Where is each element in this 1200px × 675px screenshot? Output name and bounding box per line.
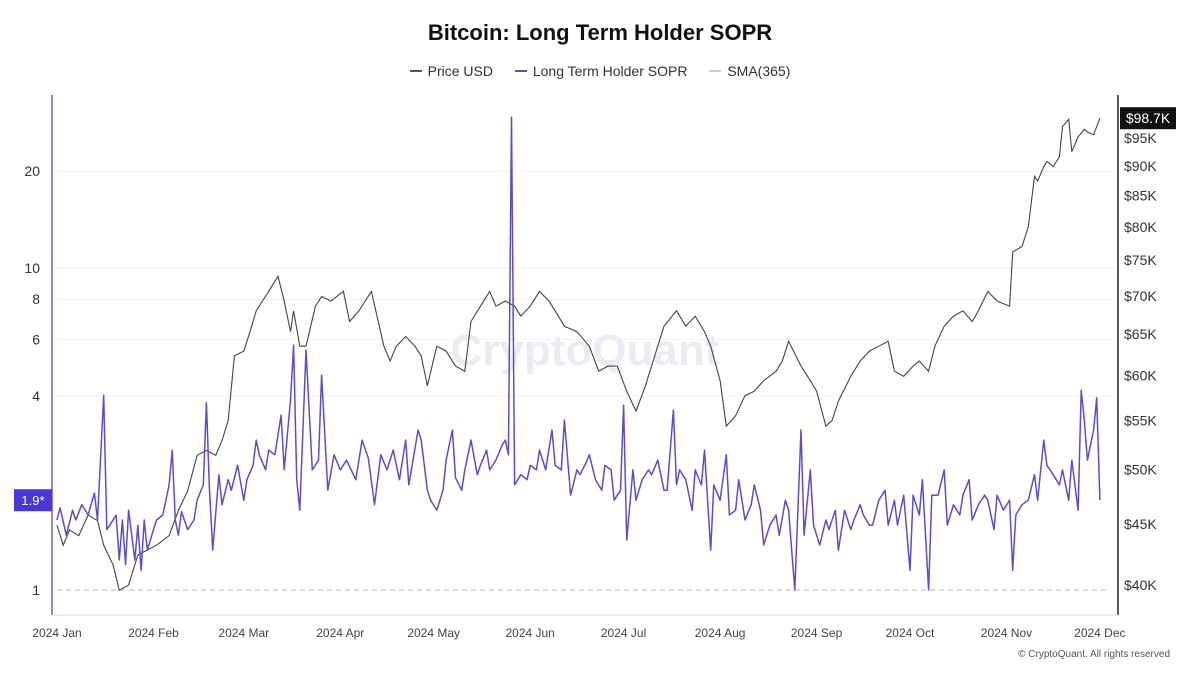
series-group: [56, 116, 1110, 592]
legend-label-price: Price USD: [427, 63, 493, 79]
right-tick-label: $65K: [1124, 326, 1157, 342]
chart-title: Bitcoin: Long Term Holder SOPR: [427, 20, 773, 45]
left-tick-label: 10: [24, 260, 40, 276]
copyright-footer: © CryptoQuant. All rights reserved: [1018, 649, 1170, 660]
legend-item-price[interactable]: Price USD: [409, 63, 493, 79]
left-tick-label: 1: [32, 582, 40, 598]
legend-swatch-price: [409, 70, 422, 72]
sopr-current-badge: 1.9*: [14, 489, 52, 512]
right-tick-label: $45K: [1124, 516, 1157, 532]
left-axis-ticks: 1 4 6 8 10 20: [24, 163, 40, 598]
gridlines: [56, 170, 1116, 397]
x-tick-label: 2024 Oct: [886, 626, 935, 640]
price-badge-bg: [1120, 107, 1176, 130]
legend-label-sma: SMA(365): [727, 63, 791, 79]
x-tick-label: 2024 Dec: [1074, 626, 1125, 640]
right-tick-label: $60K: [1124, 367, 1157, 383]
right-tick-label: $70K: [1124, 288, 1157, 304]
left-tick-label: 4: [32, 388, 40, 404]
sopr-badge-bg: [14, 489, 52, 512]
x-tick-label: 2024 Nov: [981, 626, 1032, 640]
sopr-badge-label: 1.9*: [21, 493, 44, 508]
x-tick-label: 2024 Sep: [791, 626, 843, 640]
x-tick-label: 2024 Feb: [128, 626, 179, 640]
left-tick-label: 8: [32, 291, 40, 307]
right-tick-label: $75K: [1124, 252, 1157, 268]
legend-swatch-sma: [709, 70, 722, 72]
watermark: CryptoQuant: [451, 326, 720, 375]
left-tick-label: 6: [32, 331, 40, 347]
right-tick-label: $95K: [1124, 130, 1157, 146]
left-tick-label: 20: [24, 163, 40, 179]
x-tick-label: 2024 Apr: [316, 626, 364, 640]
x-tick-label: 2024 Jul: [601, 626, 646, 640]
x-tick-label: 2024 Mar: [218, 626, 269, 640]
x-axis-ticks: 2024 Jan 2024 Feb 2024 Mar 2024 Apr 2024 May…: [32, 626, 1125, 640]
lth-sopr-line: [56, 116, 1101, 591]
right-axis-ticks: $40K $45K $50K $55K $60K $65K $70K $75K $80K $85K…: [1124, 130, 1157, 593]
x-tick-label: 2024 May: [407, 626, 460, 640]
legend-item-sma[interactable]: SMA(365): [709, 63, 790, 79]
x-tick-label: 2024 Aug: [695, 626, 746, 640]
legend-swatch-sopr: [514, 70, 527, 72]
price-current-badge: $98.7K: [1120, 107, 1176, 130]
legend-label-sopr: Long Term Holder SOPR: [532, 63, 688, 79]
price-usd-line: [56, 117, 1101, 592]
right-tick-label: $55K: [1124, 412, 1157, 428]
legend-item-sopr[interactable]: Long Term Holder SOPR: [514, 63, 688, 79]
price-badge-label: $98.7K: [1126, 110, 1171, 126]
right-tick-label: $40K: [1124, 577, 1157, 593]
right-tick-label: $80K: [1124, 219, 1157, 235]
right-tick-label: $50K: [1124, 462, 1157, 478]
x-tick-label: 2024 Jan: [32, 626, 81, 640]
legend: Price USD Long Term Holder SOPR SMA(365): [0, 59, 1200, 79]
right-tick-label: $85K: [1124, 187, 1157, 203]
right-tick-label: $90K: [1124, 158, 1157, 174]
x-tick-label: 2024 Jun: [505, 626, 554, 640]
